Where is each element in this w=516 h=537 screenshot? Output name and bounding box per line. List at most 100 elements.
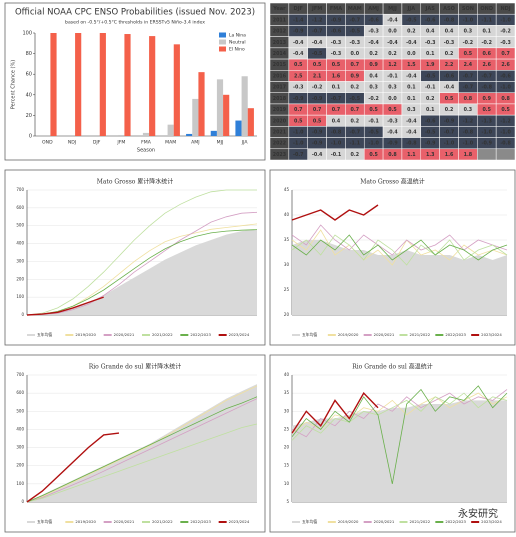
table-cell-text: 0.3 <box>388 85 397 91</box>
table-cell-text: 0.2 <box>388 51 397 57</box>
table-header: ASO <box>443 6 455 12</box>
y-tick-label: 400 <box>16 426 24 431</box>
table-cell-text: -0.9 <box>425 141 436 147</box>
table-cell-text: -0.9 <box>444 118 455 124</box>
y-tick-label: 30 <box>284 262 290 267</box>
table-cell-text: -1.0 <box>463 141 474 147</box>
legend-label: 2019/2020 <box>338 332 359 337</box>
table-cell-text: -1.0 <box>500 17 511 23</box>
y-tick-label: 600 <box>16 390 24 395</box>
table-header: FMA <box>330 6 342 12</box>
table-cell-text: -0.8 <box>406 141 417 147</box>
table-cell-text: -0.6 <box>425 118 436 124</box>
legend-label: 五年均值 <box>302 519 317 524</box>
table-cell-text: 0.3 <box>407 107 416 113</box>
y-tick-label: 20 <box>284 445 290 450</box>
table-cell-text: -1.0 <box>368 141 379 147</box>
table-cell-text: 2020 <box>273 118 287 124</box>
table-cell-text: 0.1 <box>426 51 435 57</box>
table-cell-text: -0.9 <box>293 29 304 35</box>
table-cell-text: -0.7 <box>312 29 323 35</box>
bar <box>198 72 205 136</box>
table-cell-text: 0.7 <box>351 62 360 68</box>
legend-label: 2020/2021 <box>114 519 135 524</box>
table-cell-text: -0.4 <box>368 40 379 46</box>
table-cell-text: 0.5 <box>313 62 322 68</box>
line <box>26 423 258 503</box>
y-tick-label: 100 <box>16 481 24 486</box>
y-tick-label: 100 <box>16 294 24 299</box>
table-cell-text: -0.2 <box>500 29 511 35</box>
table-cell-text: -1.1 <box>481 17 492 23</box>
y-tick-label: 300 <box>16 258 24 263</box>
legend-label: 2022/2023 <box>445 519 466 524</box>
legend-label: 2021/2022 <box>152 519 173 524</box>
legend-label: 2022/2023 <box>190 332 211 337</box>
chart-title: Official NOAA CPC ENSO Probabilities (is… <box>15 8 255 18</box>
bar <box>235 120 242 136</box>
table-cell-text: 0.5 <box>369 107 378 113</box>
table-cell-text: 0.3 <box>464 29 473 35</box>
legend-label: 2022/2023 <box>190 519 211 524</box>
table-cell-text: -0.7 <box>463 85 474 91</box>
y-tick-label: 35 <box>284 390 290 395</box>
legend-label: 2020/2021 <box>374 332 395 337</box>
table-cell-text: 2.4 <box>464 62 473 68</box>
table-cell <box>495 148 516 161</box>
table-cell-text: 1.6 <box>332 73 341 79</box>
line <box>26 229 258 316</box>
table-cell-text: 0.5 <box>369 152 378 158</box>
bar <box>216 79 224 136</box>
area <box>292 240 507 315</box>
table-cell-text: 2.6 <box>501 62 510 68</box>
table-cell-text: -0.5 <box>312 51 323 57</box>
table-cell-text: -1.0 <box>444 141 455 147</box>
legend-swatch <box>219 39 226 45</box>
legend-label: 五年均值 <box>37 332 52 337</box>
table-cell-text: 0.7 <box>313 107 322 113</box>
line <box>26 396 258 503</box>
table-cell-text: 1.6 <box>445 152 454 158</box>
table-cell-text: -0.1 <box>425 85 436 91</box>
y-tick-label: 45 <box>284 187 290 192</box>
table-cell-text: -1.0 <box>500 129 511 135</box>
bar <box>75 33 82 136</box>
table-cell-text: -0.2 <box>463 40 474 46</box>
table-cell-text: 0.0 <box>351 51 360 57</box>
table-cell-text: 0.0 <box>407 51 416 57</box>
table-cell-text: 0.7 <box>351 107 360 113</box>
table-cell-text: -0.9 <box>387 141 398 147</box>
table-cell-text: 0.7 <box>294 107 303 113</box>
legend-label: La Nina <box>229 33 246 39</box>
table-cell-text: 0.0 <box>388 96 397 102</box>
table-cell-text: 2023 <box>273 152 286 158</box>
table-cell-text: 2015 <box>273 62 286 68</box>
legend-label: 2023/2024 <box>229 332 250 337</box>
x-tick-label: NDJ <box>68 140 76 146</box>
table-cell-text: 0.2 <box>426 96 435 102</box>
chart-title: Rio Grande do sul 高温统计 <box>352 363 433 371</box>
y-tick-label: 400 <box>16 241 24 246</box>
table-header: OND <box>480 6 493 12</box>
table-cell-text: -0.8 <box>481 85 492 91</box>
y-tick-label: 600 <box>16 205 24 210</box>
y-tick-label: 35 <box>284 237 290 242</box>
table-header: NDJ <box>500 6 510 12</box>
table-cell-text: -1.3 <box>481 118 492 124</box>
table-cell-text: -0.6 <box>444 73 455 79</box>
table-cell-text: 0.1 <box>482 29 491 35</box>
table-cell-text: 0.7 <box>332 107 341 113</box>
line <box>26 398 258 503</box>
table-cell-text: -0.4 <box>406 73 417 79</box>
watermark: 永安研究 <box>458 507 498 520</box>
table-cell-text: 0.0 <box>388 29 397 35</box>
table-cell-text: 0.7 <box>501 51 510 57</box>
legend-label: 五年均值 <box>37 519 52 524</box>
y-tick-label: 20 <box>284 312 290 317</box>
table-cell-text: 0.2 <box>351 85 360 91</box>
table-cell-text: 0.5 <box>482 107 491 113</box>
table-cell-text: 0.1 <box>426 107 435 113</box>
table-cell-text: 0.3 <box>464 107 473 113</box>
table-cell-text: 2017 <box>273 85 286 91</box>
